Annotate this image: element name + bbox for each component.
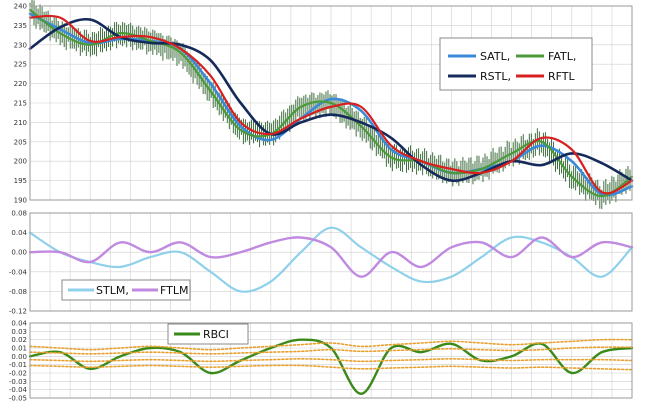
y-tick-label: 0.04 [11, 320, 27, 328]
series-lines-layer [28, 8, 634, 396]
y-tick-label: 230 [14, 41, 27, 49]
y-tick-label: -0.02 [9, 370, 27, 378]
legend-momentum-box [61, 279, 191, 301]
y-tick-label: 215 [14, 100, 27, 108]
y-tick-label: -0.01 [9, 361, 27, 369]
y-tick-label: 200 [14, 158, 27, 166]
series-line-stlm [28, 226, 634, 293]
legend-label-rbci: RBCI [203, 328, 229, 341]
legend-label-ftlm: FTLM [160, 284, 188, 297]
legend-momentum: STLM, FTLM [61, 279, 191, 301]
series-line-rftl [28, 14, 634, 195]
y-tick-label: 190 [14, 197, 27, 205]
series-line-rbci [28, 338, 634, 396]
series-line-rstl [28, 17, 634, 183]
y-tick-label: -0.12 [9, 308, 27, 316]
y-tick-label: 0.01 [11, 345, 27, 353]
y-tick-label: 0.08 [11, 210, 27, 218]
series-line-band-4 [29, 364, 633, 371]
y-tick-label: -0.04 [9, 386, 28, 394]
y-tick-label: 220 [14, 80, 27, 88]
y-tick-label: 195 [14, 177, 27, 185]
legend-price: SATL, FATL, RSTL, RFTL [439, 37, 593, 91]
tick-labels-layer: 240 235 230 225 220 215 210 205 200 195 190 0.08 0.0… [9, 3, 28, 403]
legend-label-rftl: RFTL [548, 70, 575, 83]
legend-price-box [439, 37, 593, 91]
y-tick-label: 0.02 [11, 336, 27, 344]
series-line-band-1 [29, 338, 633, 351]
y-tick-label: -0.05 [9, 395, 27, 403]
legend-label-fatl: FATL, [548, 50, 576, 63]
series-line-ftlm [28, 236, 634, 278]
y-tick-label: 0.04 [11, 229, 27, 237]
panel-frame [29, 212, 633, 312]
y-tick-label: 0.03 [11, 328, 27, 336]
legend-rbci: RBCI [167, 323, 249, 345]
series-line-band-2 [29, 346, 633, 355]
y-tick-label: 205 [14, 138, 27, 146]
y-tick-label: 225 [14, 61, 27, 69]
panel-frames-layer [29, 5, 633, 399]
panel-frame [29, 5, 633, 201]
y-tick-label: 235 [14, 22, 27, 30]
legend-rbci-box [167, 323, 249, 345]
y-tick-label: -0.04 [9, 268, 28, 276]
y-tick-label: 240 [14, 3, 27, 11]
legend-label-satl: SATL, [480, 50, 510, 63]
y-tick-label: -0.08 [9, 288, 27, 296]
y-tick-label: 0.00 [11, 353, 27, 361]
y-tick-label: 0.00 [11, 249, 27, 257]
legend-label-rstl: RSTL, [480, 70, 511, 83]
legend-label-stlm: STLM, [96, 284, 129, 297]
panel-frame [29, 322, 633, 399]
y-tick-label: 210 [14, 119, 27, 127]
y-tick-label: -0.03 [9, 378, 27, 386]
series-line-band-3 [29, 358, 633, 363]
